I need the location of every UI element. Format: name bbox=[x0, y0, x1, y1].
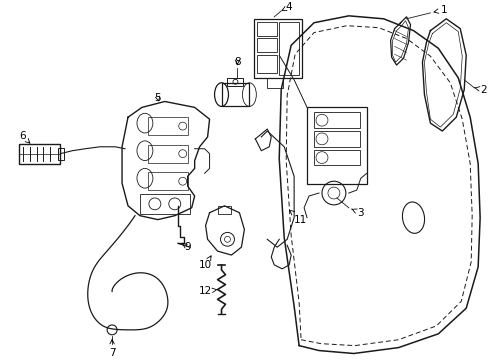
Bar bbox=[257, 55, 277, 73]
Text: 2: 2 bbox=[474, 85, 486, 95]
Bar bbox=[147, 145, 187, 162]
Bar bbox=[313, 131, 359, 147]
Bar bbox=[140, 194, 189, 214]
Bar bbox=[257, 22, 277, 36]
Text: 8: 8 bbox=[234, 57, 240, 67]
Bar bbox=[217, 206, 231, 214]
Bar bbox=[267, 78, 283, 88]
Text: 4: 4 bbox=[282, 2, 292, 12]
Bar bbox=[313, 112, 359, 128]
Text: 10: 10 bbox=[199, 256, 212, 270]
Text: 12: 12 bbox=[198, 287, 217, 297]
Bar bbox=[19, 144, 60, 163]
Text: 11: 11 bbox=[289, 210, 307, 225]
Text: 7: 7 bbox=[108, 339, 115, 357]
Text: 9: 9 bbox=[182, 242, 191, 252]
Text: 5: 5 bbox=[154, 93, 161, 103]
Bar bbox=[221, 83, 249, 107]
Text: 6: 6 bbox=[19, 131, 30, 143]
Text: 1: 1 bbox=[433, 5, 446, 15]
Text: 3: 3 bbox=[351, 208, 363, 218]
Bar bbox=[227, 78, 243, 86]
Bar bbox=[279, 22, 299, 75]
Bar bbox=[313, 150, 359, 166]
Bar bbox=[257, 39, 277, 52]
Bar bbox=[58, 148, 64, 159]
Bar bbox=[147, 117, 187, 135]
Bar bbox=[254, 19, 302, 78]
Bar bbox=[147, 172, 187, 190]
